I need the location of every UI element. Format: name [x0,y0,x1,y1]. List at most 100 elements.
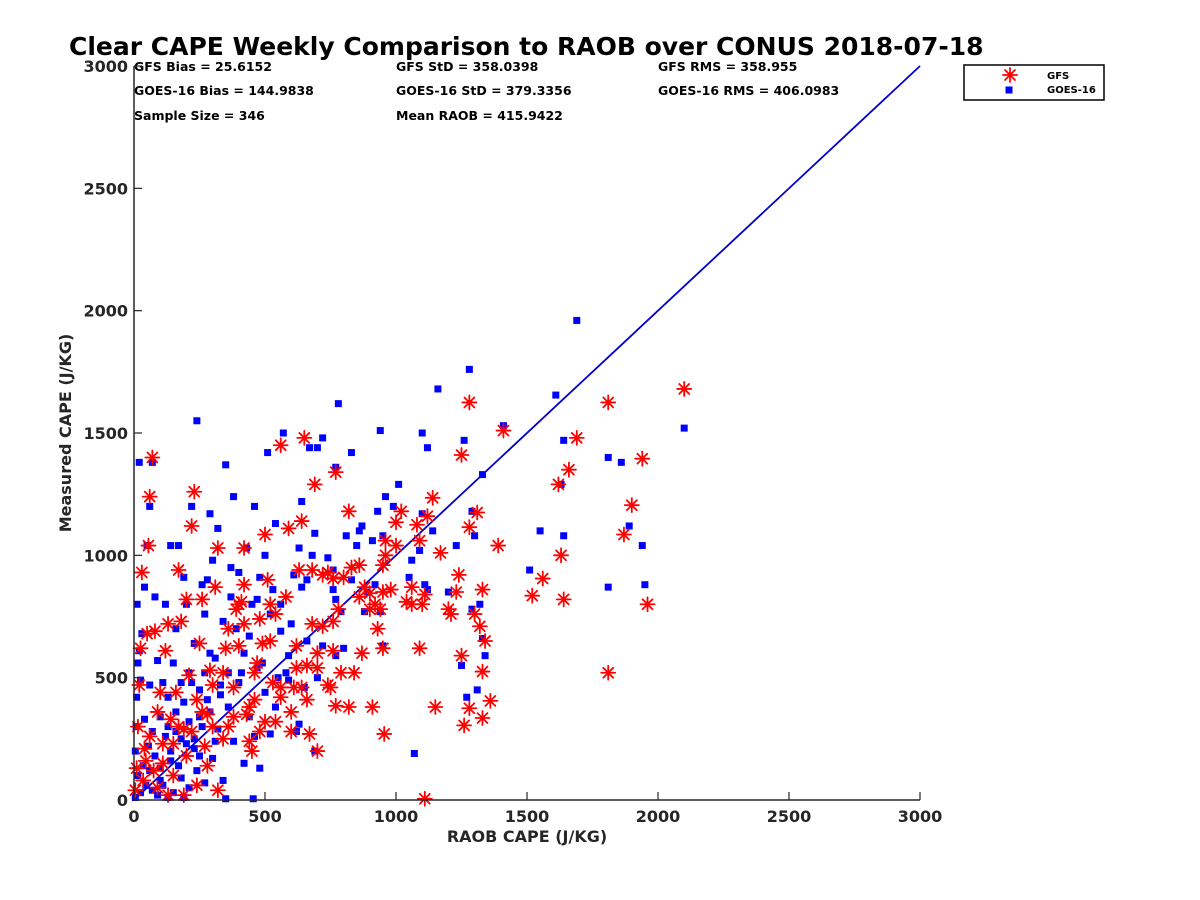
goes-16-data-point [196,713,203,721]
goes-16-data-point [151,593,159,601]
gfs-data-point [369,620,386,637]
goes-16-data-point [261,551,269,559]
gfs-data-point [330,601,347,618]
goes-16-data-point [193,767,201,775]
goes-16-data-point [552,391,560,399]
goes-16-data-point [172,708,180,716]
gfs-data-point [461,519,478,536]
goes-16-data-point [156,713,164,721]
gfs-data-point [130,718,146,735]
goes-16-data-point [135,458,143,466]
gfs-data-point [280,520,297,537]
goes-16-data-point [161,732,169,740]
goes-16-data-point [190,735,198,743]
goes-16-data-point [617,458,625,466]
goes-16-data-point [361,608,369,616]
goes-16-data-point [193,417,201,425]
goes-16-data-point [144,742,152,750]
legend-gfs-asterisk [1002,67,1018,83]
goes-16-data-point [468,605,476,613]
goes-16-data-point [269,586,277,594]
gfs-data-point [356,579,373,596]
goes-16-data-point [206,510,214,518]
gfs-data-point [327,464,344,481]
goes-16-data-point [358,522,366,530]
gfs-data-point [419,508,436,525]
gfs-data-point [299,691,315,708]
y-tick-label: 0 [117,791,128,810]
goes-16-data-point [214,725,222,733]
goes-16-data-point [471,532,479,540]
goes-16-data-point [137,676,145,684]
gfs-data-point [372,601,389,618]
gfs-data-point [191,635,208,652]
gfs-data-point [325,642,342,659]
x-axis-label: RAOB CAPE (J/KG) [447,827,607,846]
gfs-data-point [145,762,162,779]
gfs-data-point [448,584,465,600]
goes-16-data-point [319,434,327,442]
gfs-data-point [474,581,491,598]
gfs-data-point [398,593,415,610]
goes-16-data-point [641,581,649,589]
gfs-data-point [154,755,171,772]
gfs-data-point [199,757,216,774]
goes-16-data-point [219,776,227,784]
goes-16-data-point [434,385,442,393]
goes-16-data-point [185,718,193,726]
goes-16-data-point [154,657,162,665]
gfs-data-point [461,394,478,411]
gfs-data-point [490,537,507,554]
y-tick-label: 2500 [83,179,128,198]
goes-16-data-point [429,527,437,535]
gfs-data-point [340,503,357,520]
gfs-data-point [482,693,499,709]
gfs-data-point [314,567,331,583]
goes-16-data-point [347,449,355,457]
goes-16-data-point [389,502,397,510]
goes-16-data-point [240,649,248,657]
gfs-data-point [207,579,224,596]
stat-goes-bias: GOES-16 Bias = 144.9838 [134,83,314,98]
goes-16-data-point [340,644,348,652]
goes-16-data-point [167,542,175,550]
gfs-data-point [241,733,258,750]
gfs-data-point [466,606,483,622]
goes-16-data-point [261,688,269,696]
gfs-data-point [616,526,632,543]
goes-16-data-point [211,737,219,745]
goes-16-data-point [196,686,203,694]
goes-16-data-point [468,507,476,515]
gfs-data-point [183,723,200,740]
goes-16-data-point [271,520,279,528]
legend-goes-square-icon [1005,86,1013,94]
gfs-data-point [561,461,577,478]
gfs-data-point [477,633,493,649]
goes-16-data-point [371,581,379,589]
goes-16-data-point [279,429,287,437]
goes-16-data-point [298,498,306,506]
goes-16-data-point [133,600,141,608]
goes-16-data-point [172,625,180,633]
goes-16-data-point [175,542,183,550]
goes-16-data-point [140,715,148,723]
goes-16-data-point [319,642,327,650]
gfs-data-point [555,591,572,608]
gfs-data-point [377,547,394,564]
goes-16-data-point [175,762,183,770]
goes-16-data-point [416,546,424,554]
gfs-data-point [181,667,197,684]
legend-label-goes-16: GOES-16 [1047,85,1096,96]
x-tick-label: 1000 [374,807,419,826]
x-tick-label: 500 [248,807,281,826]
gfs-data-point [450,567,467,583]
goes-16-data-point [201,779,209,787]
statistics-panel: GFS Bias = 25.6152 GFS StD = 358.0398 GF… [134,59,839,123]
goes-16-data-point [264,449,272,457]
gfs-data-point [267,606,284,622]
gfs-data-point [262,596,279,613]
gfs-data-point [424,489,441,506]
goes-16-data-point [311,529,319,537]
gfs-data-point [168,684,184,701]
goes-16-data-point [266,730,274,738]
